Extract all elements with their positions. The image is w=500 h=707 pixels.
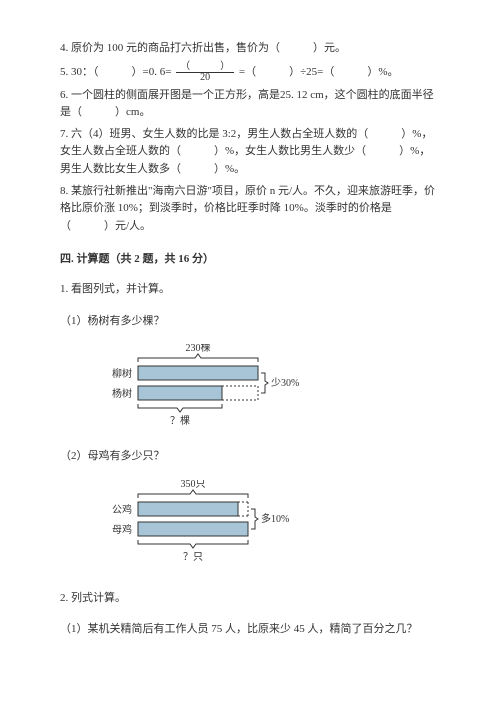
diagram-2-chickens: 350只公鸡母鸡 多10% ？只 — [100, 480, 440, 570]
diagram-1-trees: 230棵柳树杨树 少30% ？棵 — [100, 344, 440, 434]
svg-text:？只: ？只 — [183, 552, 203, 563]
question-5: 5. 30：（ ）=0. 6= （ ） 20 =（ ）÷25=（ ）%。 — [60, 62, 440, 83]
question-7: 7. 六（4）班男、女生人数的比是 3:2，男生人数占全班人数的（ ）%，女生人… — [60, 126, 440, 179]
svg-text:母鸡: 母鸡 — [112, 523, 132, 536]
q5-fraction: （ ） 20 — [176, 62, 234, 83]
s4-question-2: 2. 列式计算。 — [60, 590, 440, 608]
q5-denominator: 20 — [176, 73, 234, 83]
s4-q1-sub1: （1）杨树有多少棵？ — [60, 313, 440, 331]
s4-q1-sub2: （2）母鸡有多少只？ — [60, 448, 440, 466]
section-4-title: 四. 计算题（共 2 题，共 16 分） — [60, 251, 440, 269]
svg-text:230棵: 230棵 — [186, 344, 211, 354]
question-4: 4. 原价为 100 元的商品打六折出售，售价为（ ）元。 — [60, 40, 440, 58]
svg-text:多10%: 多10% — [261, 512, 289, 525]
svg-text:杨树: 杨树 — [112, 387, 132, 400]
q5-part-b: =（ ）÷25=（ ）%。 — [239, 66, 399, 78]
question-8: 8. 某旅行社新推出"海南六日游"项目，原价 n 元/人。不久，迎来旅游旺季，价… — [60, 183, 440, 236]
question-6: 6. 一个圆柱的侧面展开图是一个正方形，高是25. 12 cm，这个圆柱的底面半… — [60, 87, 440, 122]
s4-q2-sub1: （1）某机关精简后有工作人员 75 人，比原来少 45 人，精简了百分之几？ — [60, 621, 440, 639]
svg-text:柳树: 柳树 — [112, 367, 132, 380]
svg-text:？棵: ？棵 — [170, 414, 190, 427]
svg-text:公鸡: 公鸡 — [112, 503, 132, 516]
q5-part-a: 5. 30：（ ）=0. 6= — [60, 66, 171, 78]
q5-numerator: （ ） — [176, 62, 234, 73]
svg-text:350只: 350只 — [181, 480, 206, 490]
svg-text:少30%: 少30% — [271, 377, 299, 389]
s4-question-1: 1. 看图列式，并计算。 — [60, 281, 440, 299]
